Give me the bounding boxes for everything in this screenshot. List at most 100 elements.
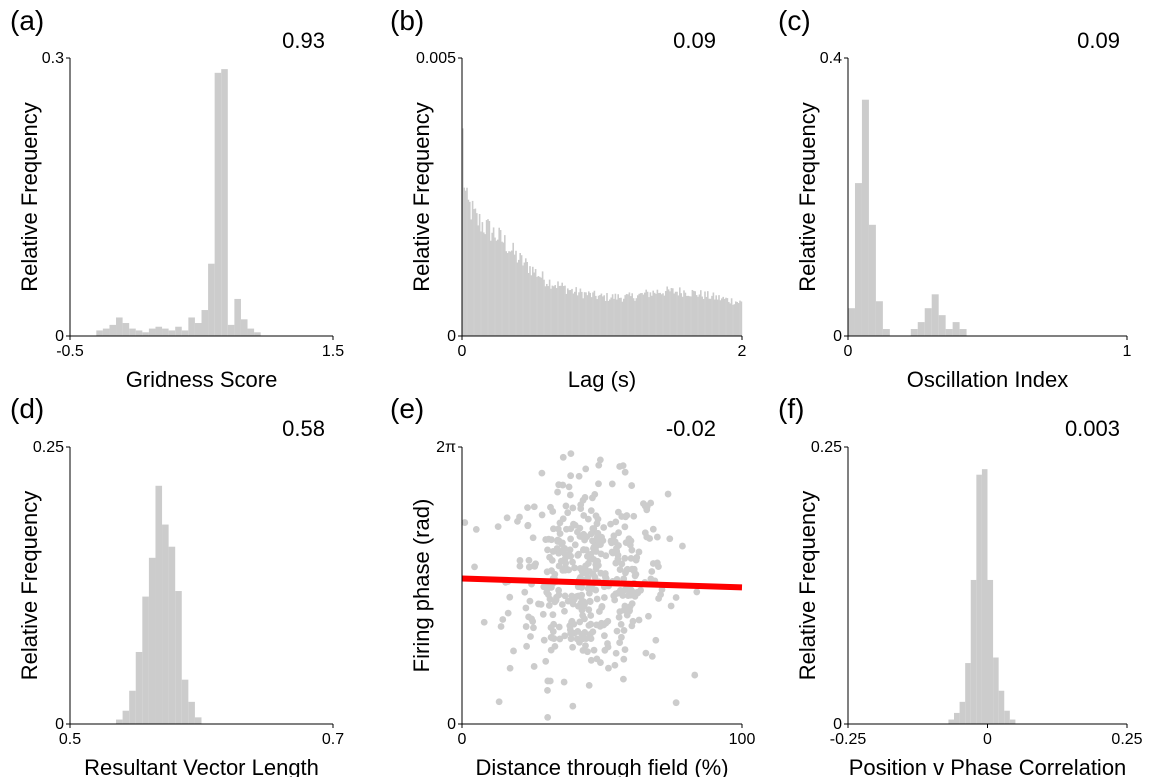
scatter-point: [568, 617, 576, 625]
scatter-point: [559, 453, 567, 461]
panel-b: (b) 0.09 0 2 0 0.005 Lag (s) Relative Frequency: [390, 5, 747, 392]
scatter-point: [581, 600, 588, 608]
histogram-bar: [520, 255, 523, 336]
scatter-point: [628, 546, 636, 554]
histogram-bar: [676, 291, 678, 336]
histogram-bar: [708, 298, 710, 336]
scatter-point: [480, 618, 488, 626]
histogram-bar: [530, 275, 533, 336]
scatter-point: [555, 537, 563, 545]
scatter-point: [525, 563, 533, 571]
scatter-point: [525, 556, 533, 564]
scatter-point: [539, 610, 547, 618]
histogram-bar: [959, 701, 966, 724]
scatter-point: [620, 675, 627, 683]
histogram-bar: [861, 99, 869, 336]
histogram-bar: [478, 213, 481, 336]
scatter-point: [559, 481, 567, 489]
histogram-bar: [993, 657, 999, 724]
histogram-bar: [129, 328, 136, 336]
scatter-point: [580, 569, 588, 577]
scatter-point: [523, 642, 531, 650]
histogram-bar: [548, 279, 551, 336]
histogram-bar: [651, 295, 653, 336]
scatter-point: [652, 636, 660, 644]
scatter-point: [627, 554, 635, 562]
histogram-bar: [484, 234, 486, 336]
scatter-point: [600, 524, 608, 531]
y-tick-label: 0.25: [811, 439, 842, 456]
scatter-point: [615, 613, 623, 621]
scatter-point: [547, 503, 554, 511]
histogram-bar: [602, 296, 604, 336]
scatter-point: [529, 534, 537, 542]
histogram-bar: [638, 293, 640, 336]
scatter-point: [635, 616, 643, 624]
histogram-bar: [557, 281, 559, 336]
scatter-point: [598, 603, 606, 611]
histogram-bar: [970, 579, 977, 724]
histogram-bar: [539, 276, 541, 336]
histogram-bar: [555, 288, 558, 336]
scatter-point: [471, 563, 478, 571]
histogram-bar: [641, 293, 643, 336]
scatter-point: [621, 468, 629, 476]
histogram-bar: [672, 288, 674, 336]
scatter-point: [562, 559, 570, 567]
x-tick-label: 2: [738, 343, 747, 360]
scatter-point: [546, 677, 554, 685]
y-axis-title: Relative Frequency: [795, 491, 820, 681]
scatter-point: [499, 616, 507, 623]
histogram-bar: [511, 250, 513, 336]
histogram-bar: [663, 295, 666, 336]
histogram-bar: [690, 296, 692, 336]
histogram-bar: [882, 329, 890, 336]
scatter-point: [561, 632, 569, 640]
scatter-point: [506, 664, 514, 672]
histogram-bar: [116, 317, 123, 336]
histogram-bar: [575, 287, 577, 336]
scatter-point: [521, 588, 529, 596]
scatter-point: [653, 533, 661, 541]
histogram-bar: [924, 308, 932, 336]
scatter-point: [620, 627, 628, 634]
histogram-bar: [702, 298, 705, 336]
panel-e: (e) -0.02 0 100 0 2π Distance through field (%…: [390, 393, 755, 777]
histogram-bar: [102, 328, 110, 336]
x-axis-title: Distance through field (%): [475, 755, 728, 777]
x-tick-label: 0.5: [59, 731, 81, 748]
scatter-point: [585, 621, 593, 629]
scatter-point: [537, 600, 545, 608]
histogram-bar: [247, 328, 255, 336]
scatter-point: [586, 568, 594, 575]
panel-label: (e): [390, 393, 424, 424]
y-tick-label: 0.4: [820, 50, 842, 67]
scatter-point: [544, 686, 551, 694]
histogram-bar: [512, 242, 514, 336]
scatter-point: [630, 567, 638, 575]
x-tick-label: 0: [458, 731, 467, 748]
scatter-point: [494, 523, 502, 531]
scatter-point: [586, 597, 594, 605]
panel-label: (f): [778, 393, 804, 424]
scatter-point: [614, 555, 622, 563]
panel-label: (d): [10, 393, 44, 424]
panel-label: (c): [778, 5, 811, 36]
scatter-point: [608, 539, 615, 547]
scatter-point: [555, 591, 563, 599]
histogram-bar: [645, 289, 647, 336]
scatter-point: [593, 655, 601, 663]
histogram-bar: [683, 290, 685, 336]
scatter-point: [612, 649, 620, 657]
scatter-point: [693, 588, 701, 596]
x-tick-label: 100: [729, 731, 756, 748]
histogram-bar: [609, 299, 611, 336]
fit-line: [461, 575, 743, 591]
scatter-point: [612, 518, 620, 526]
histogram-bar: [473, 209, 475, 336]
scatter-point: [595, 480, 602, 488]
histogram-bar: [135, 651, 143, 724]
histogram-bar: [711, 295, 713, 336]
histogram-bar: [585, 292, 587, 336]
histogram-bar: [116, 719, 123, 724]
